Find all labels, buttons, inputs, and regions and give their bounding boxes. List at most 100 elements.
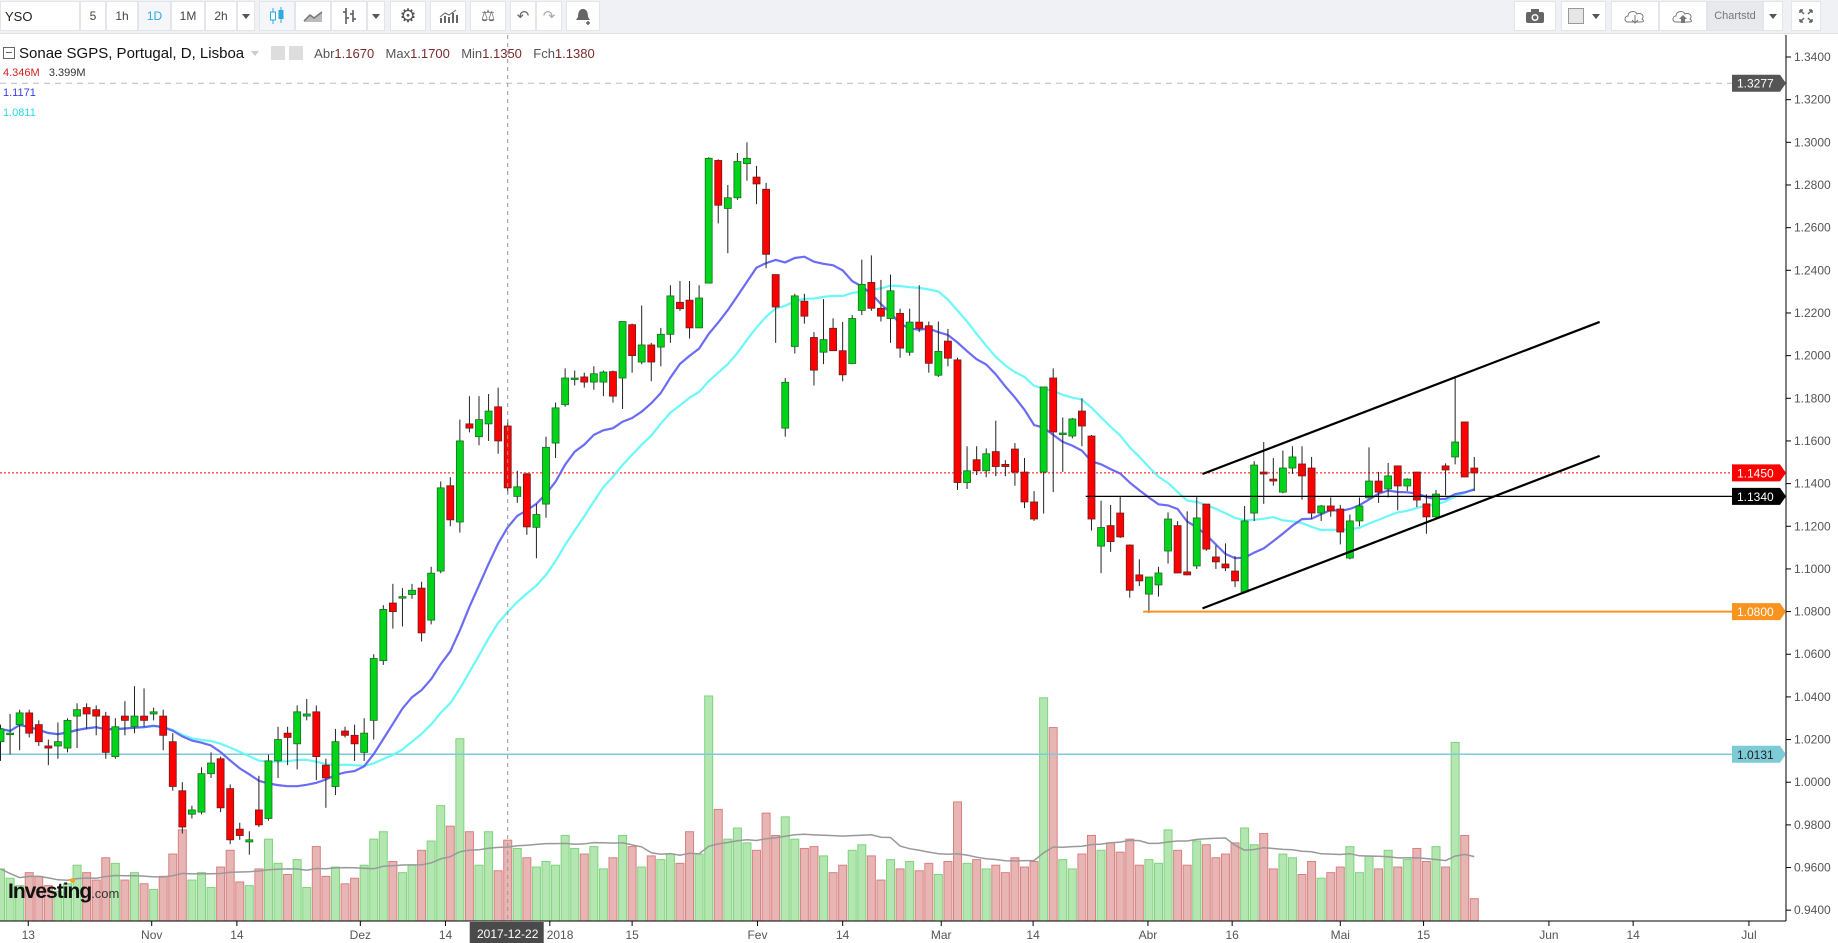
compare-button[interactable]: ⚖: [470, 1, 506, 31]
indicators-button[interactable]: [430, 1, 466, 31]
candle-body: [254, 809, 263, 826]
volume-bar: [1106, 842, 1116, 921]
price-tick-label: 1.3400: [1794, 50, 1831, 64]
template-dropdown[interactable]: [1763, 1, 1783, 31]
screenshot-button[interactable]: [1514, 1, 1556, 31]
candle-body: [1221, 563, 1230, 569]
candle-body: [312, 711, 321, 758]
load-chart-button[interactable]: [1611, 1, 1659, 31]
volume-bar: [694, 853, 704, 921]
price-axis[interactable]: 1.3400 1.3200 1.3000 1.2800 1.2600 1.2400 1.22…: [1786, 50, 1831, 917]
candle-body: [790, 295, 799, 347]
candle-body: [963, 470, 971, 483]
volume-bar: [1173, 849, 1183, 921]
alert-button[interactable]: [566, 1, 600, 31]
volume-bar: [244, 885, 254, 921]
candle-body: [551, 407, 560, 444]
candle-body: [752, 176, 761, 185]
candlestick-button[interactable]: [259, 1, 295, 31]
chevron-down-icon[interactable]: [251, 51, 260, 56]
crosshair-date-badge-bg: [469, 922, 544, 943]
drawings[interactable]: [1085, 320, 1786, 613]
candle-body: [140, 715, 148, 721]
interval-5[interactable]: 5: [80, 1, 106, 31]
candle-body: [293, 711, 302, 745]
volume-bar: [1393, 866, 1403, 921]
volume-bar: [723, 838, 733, 921]
candle-body: [321, 764, 330, 779]
save-chart-button[interactable]: [1659, 1, 1707, 31]
volume-bar: [713, 808, 723, 921]
interval-1h[interactable]: 1h: [106, 1, 138, 31]
volume-bar: [484, 831, 494, 921]
chart-type-dropdown[interactable]: [367, 1, 385, 31]
line-chart-button[interactable]: [295, 1, 331, 31]
candle-body: [1326, 505, 1335, 512]
candle-body: [743, 157, 751, 165]
interval-1m[interactable]: 1M: [171, 1, 205, 31]
color-picker-button[interactable]: [1561, 1, 1606, 31]
volume-bar: [263, 838, 273, 921]
candle-body: [1403, 478, 1412, 487]
volume-bar: [1220, 853, 1230, 921]
candle-body: [1307, 467, 1316, 514]
volume-bar: [397, 872, 407, 921]
candle-body: [1470, 467, 1479, 474]
undo-icon: ↶: [516, 8, 530, 25]
redo-button[interactable]: ↷: [536, 1, 562, 31]
interval-dropdown[interactable]: [237, 1, 255, 31]
candle-body: [857, 283, 866, 311]
candle-body: [1211, 556, 1220, 563]
bar-chart-button[interactable]: [331, 1, 367, 31]
volume-bar: [350, 877, 360, 921]
candle-body: [656, 333, 665, 348]
volume-bar: [464, 831, 474, 921]
candle-body: [1173, 525, 1182, 574]
undo-button[interactable]: ↶: [510, 1, 536, 31]
volume-bar: [1058, 859, 1068, 921]
settings-button[interactable]: ⚙: [390, 1, 426, 31]
volume-bar: [445, 825, 455, 921]
interval-2h[interactable]: 2h: [205, 1, 237, 31]
volume-bar: [1144, 859, 1154, 921]
close-value: 1.1380: [554, 46, 595, 61]
volume-bar: [1460, 834, 1470, 921]
candle-body: [494, 406, 503, 442]
price-tick-label: 1.1400: [1794, 477, 1831, 491]
volume-bar: [1096, 849, 1106, 921]
price-tick-label: 1.2400: [1794, 263, 1831, 277]
candle-body: [1039, 386, 1048, 473]
volume-bar: [522, 857, 532, 921]
candle-body: [54, 741, 62, 747]
symbol-input[interactable]: YSO: [0, 1, 80, 31]
channel-lower: [1202, 454, 1601, 610]
candle-body: [178, 790, 187, 828]
candle-body: [388, 602, 397, 612]
candle-body: [982, 453, 991, 472]
volume-bar: [953, 801, 962, 921]
interval-1d[interactable]: 1D: [138, 1, 171, 31]
candle-body: [1288, 456, 1297, 469]
candle-body: [695, 297, 704, 329]
volume-bar: [579, 853, 589, 921]
candle-body: [1106, 525, 1115, 543]
candle-body: [589, 373, 598, 383]
candle-body: [1365, 480, 1373, 499]
collapse-legend-icon[interactable]: [3, 47, 15, 59]
template-select[interactable]: Chartstd: [1707, 1, 1763, 31]
time-axis[interactable]: 13 Nov 14 Dez 14 2018 15 Fev 14 Mar 14 Abr 16 Mai 15 Ju…: [22, 921, 1757, 942]
volume-value: 4.346M: [3, 67, 40, 79]
fullscreen-button[interactable]: [1791, 1, 1821, 31]
volume-bar: [1268, 868, 1278, 921]
legend-settings-icon[interactable]: [288, 46, 303, 60]
volume-bar: [771, 834, 781, 921]
candle-body: [609, 371, 617, 397]
volume-bars: [0, 695, 1479, 921]
visibility-icon[interactable]: [270, 46, 285, 60]
volume-bar: [369, 838, 379, 921]
candle-body: [1412, 471, 1421, 501]
candle-body: [503, 425, 512, 489]
volume-bar: [838, 864, 848, 921]
candle-body: [187, 809, 196, 815]
